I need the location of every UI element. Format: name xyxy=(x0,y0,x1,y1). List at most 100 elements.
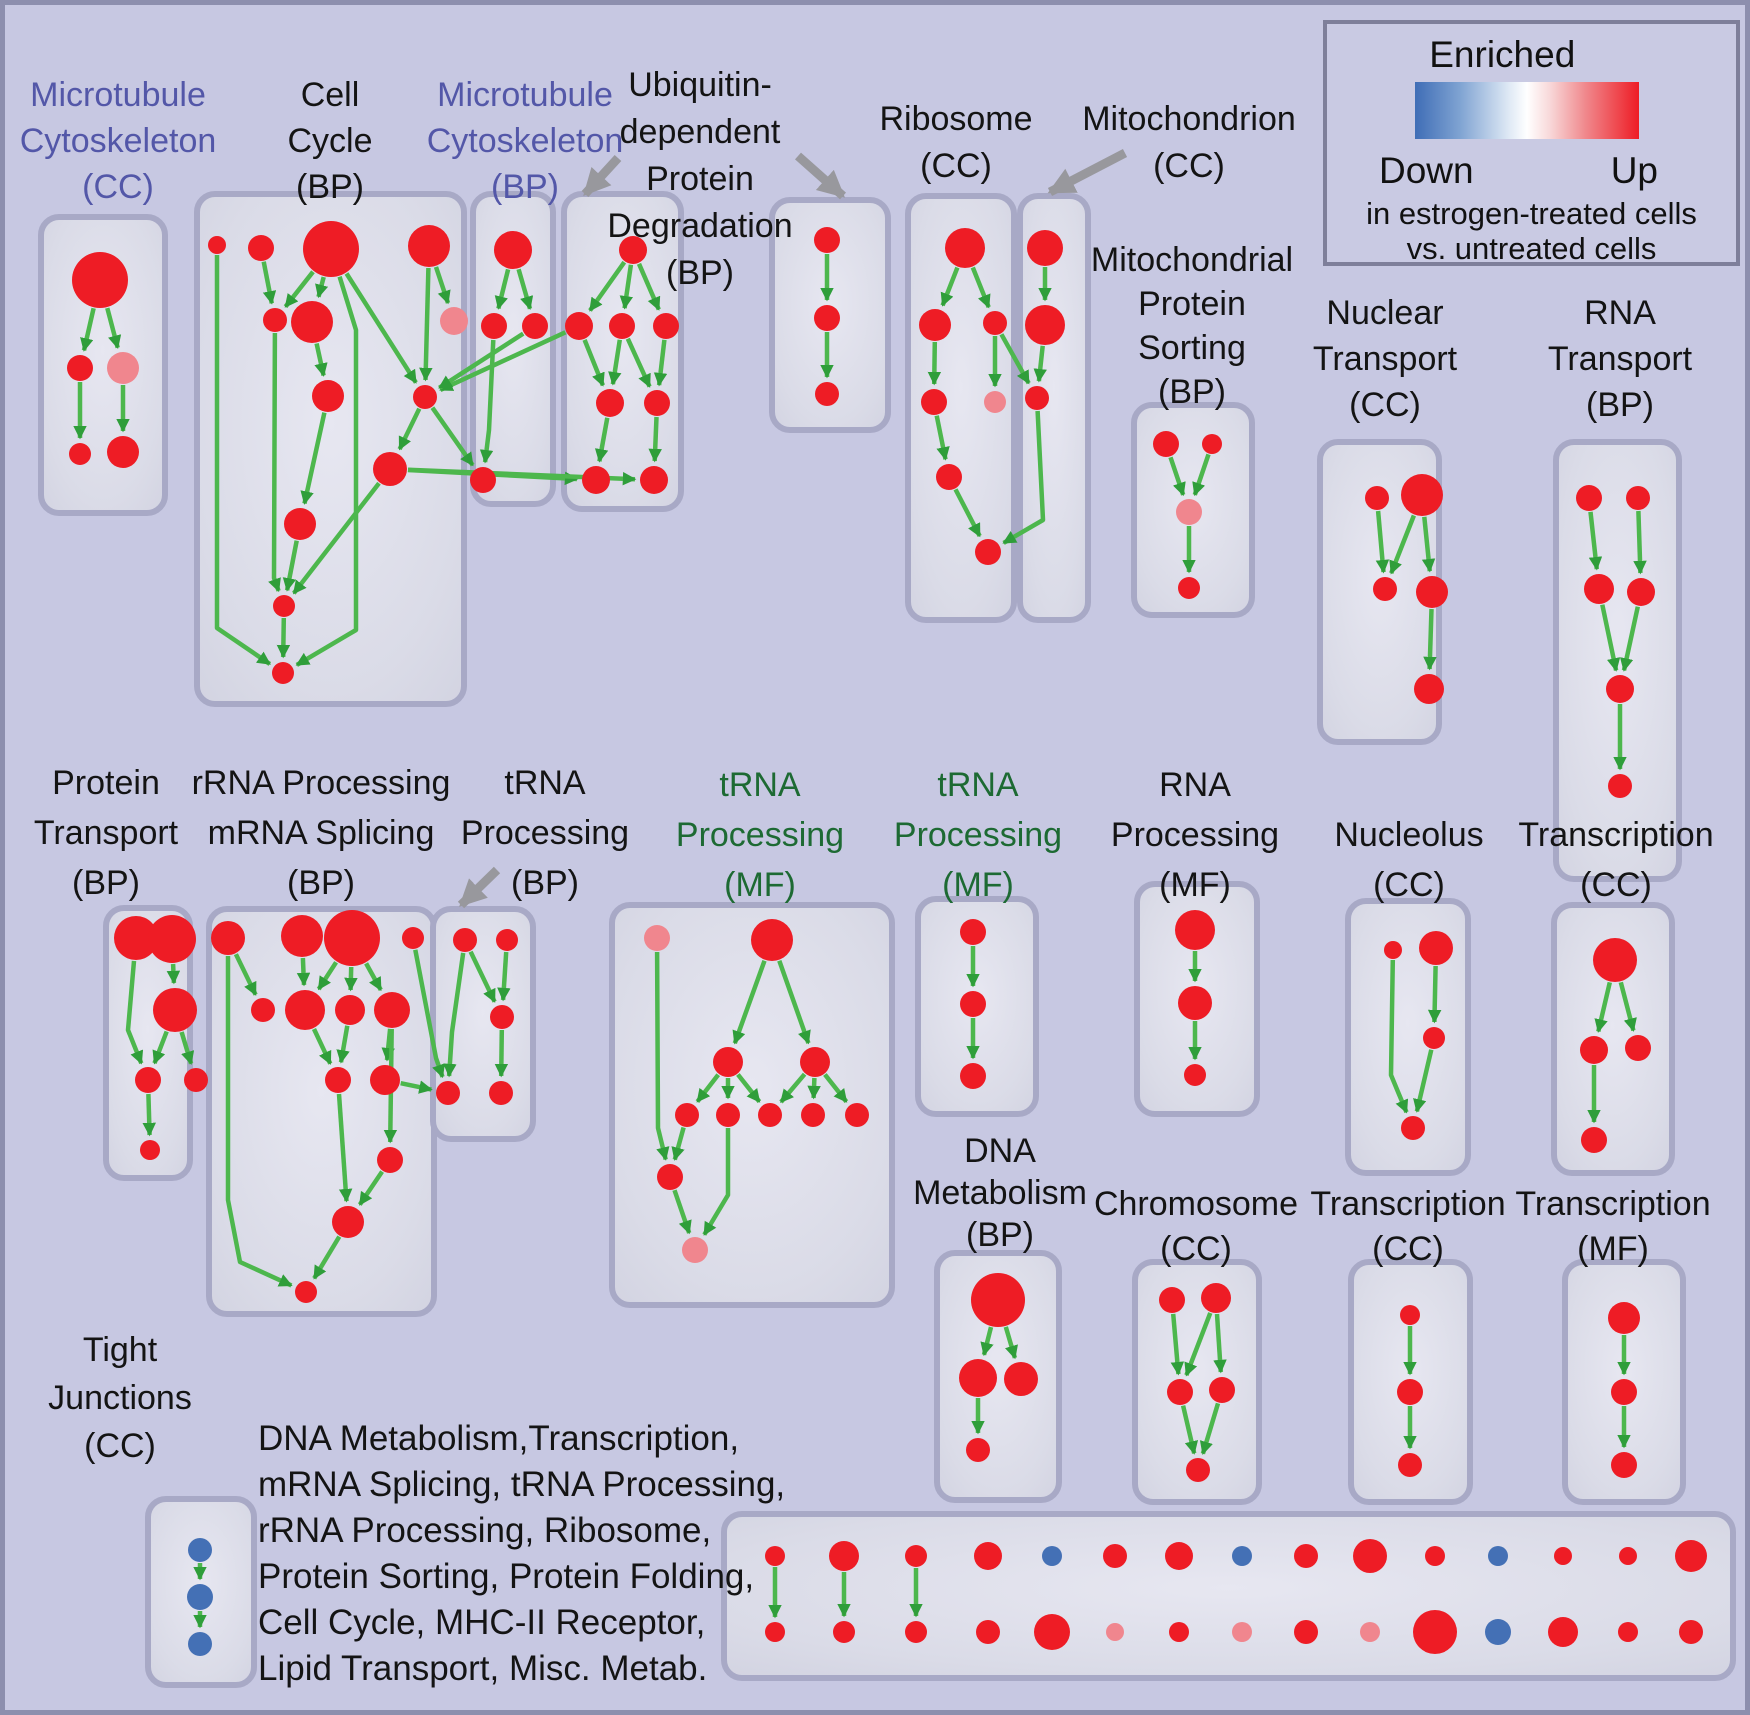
legend-box: Enriched in... Down Up in estrogen-treat… xyxy=(1323,20,1740,266)
heading-mitochondrion: Mitochondrion (CC) xyxy=(1082,100,1296,185)
heading-rna-transport: RNA Transport (BP) xyxy=(1547,294,1693,424)
node-dna-metabolism-0 xyxy=(971,1273,1025,1327)
heading-protein-transport: Protein Transport (BP) xyxy=(33,764,179,902)
edge-cell-cycle xyxy=(300,412,327,505)
node-nuclear-transport-3 xyxy=(1416,576,1448,608)
edge-trna-mf1 xyxy=(695,1073,720,1103)
edge-trna-mf1 xyxy=(779,1072,807,1104)
cluster-box-mt-bp xyxy=(470,191,556,507)
edge-cell-cycle xyxy=(261,261,277,305)
node-mt-bp-0 xyxy=(494,231,532,269)
node-rna-transport-5 xyxy=(1608,774,1632,798)
edge-rna-transport xyxy=(1633,510,1647,575)
cross-edge-mitochondrion-ribosome xyxy=(1002,410,1046,545)
edge-protein-transport xyxy=(125,960,144,1065)
node-rna-transport-2 xyxy=(1584,574,1614,604)
node-ubiq1-5 xyxy=(644,390,670,416)
edge-ubiq1 xyxy=(625,337,652,388)
node-nucleolus-2 xyxy=(1423,1027,1445,1049)
node-nuclear-transport-0 xyxy=(1365,486,1389,510)
edge-ribosome xyxy=(927,341,942,386)
node-cell-cycle-8 xyxy=(413,385,437,409)
node-shared-terms-6 xyxy=(1165,1542,1193,1570)
node-rrna-8 xyxy=(325,1067,351,1093)
node-cell-cycle-1 xyxy=(248,235,274,261)
node-mps-1 xyxy=(1202,434,1222,454)
node-nuclear-transport-1 xyxy=(1401,474,1443,516)
node-cell-cycle-9 xyxy=(373,452,407,486)
node-shared-terms-11 xyxy=(1488,1546,1508,1566)
node-cell-cycle-7 xyxy=(312,380,344,412)
node-ribosome-3 xyxy=(921,389,947,415)
edge-mt-bp xyxy=(494,268,511,310)
node-shared-terms-0 xyxy=(765,1546,785,1566)
node-rrna-5 xyxy=(285,990,325,1030)
edge-nucleolus xyxy=(1413,1049,1434,1113)
node-shared-terms-15 xyxy=(765,1622,785,1642)
node-shared-terms-25 xyxy=(1413,1610,1457,1654)
legend-subtitle-2: vs. untreated cells xyxy=(1406,231,1657,266)
edge-ribosome xyxy=(970,266,991,309)
edge-rrna xyxy=(316,961,338,991)
edge-cell-cycle xyxy=(282,540,299,592)
node-rna-transport-3 xyxy=(1627,578,1655,606)
node-trna-mf1-7 xyxy=(801,1103,825,1127)
node-trna-mf1-0 xyxy=(644,925,670,951)
node-rna-mf-1 xyxy=(1178,986,1212,1020)
node-shared-terms-20 xyxy=(1106,1623,1124,1641)
cross-edge-mt-bp-cell-cycle xyxy=(438,331,525,390)
edge-cell-cycle xyxy=(314,343,328,377)
edge-rna-transport xyxy=(1588,511,1603,571)
node-rna-mf-2 xyxy=(1184,1064,1206,1086)
node-rrna-3 xyxy=(402,927,424,949)
node-tight-junctions-1 xyxy=(187,1584,213,1610)
node-shared-terms-17 xyxy=(905,1621,927,1643)
cluster-box-mt-cc xyxy=(38,214,168,516)
edge-chromosome xyxy=(1180,1405,1199,1455)
node-protein-transport-3 xyxy=(135,1067,161,1093)
edge-rrna xyxy=(311,1028,333,1065)
annotation-arrows xyxy=(457,149,1128,909)
node-ribosome-2 xyxy=(983,311,1007,335)
edge-cell-cycle xyxy=(276,617,291,659)
edge-nuclear-transport xyxy=(1375,510,1390,574)
node-trna-mf1-4 xyxy=(675,1103,699,1127)
edge-cell-cycle xyxy=(433,266,451,305)
node-mps-0 xyxy=(1153,431,1179,457)
edge-nuclear-transport xyxy=(1423,608,1437,671)
heading-rna-mf: RNA Processing (MF) xyxy=(1110,766,1280,904)
heading-trna-mf1: tRNA Processing (MF) xyxy=(675,766,845,904)
cross-edge-ribosome-mitochondrion xyxy=(999,333,1031,385)
node-shared-terms-8 xyxy=(1294,1544,1318,1568)
node-shared-terms-29 xyxy=(1679,1620,1703,1644)
edge-rrna xyxy=(296,957,311,987)
edge-nuclear-transport xyxy=(1389,514,1416,575)
node-cell-cycle-5 xyxy=(291,301,333,343)
node-transcription-cc-mid-3 xyxy=(1581,1127,1607,1153)
node-ubiq2-1 xyxy=(814,305,840,331)
edge-rrna xyxy=(233,953,258,996)
heading-ubiquitin: Ubiquitin- dependent Protein Degradation… xyxy=(607,66,793,292)
node-rna-mf-0 xyxy=(1175,910,1215,950)
node-shared-terms-2 xyxy=(905,1545,927,1567)
gray-arrow-to-ubiquitin-box-2 xyxy=(795,152,846,200)
heading-dna-metabolism: DNA Metabolism (BP) xyxy=(913,1132,1087,1254)
edge-trna-bp xyxy=(494,1029,509,1078)
node-trna-mf1-6 xyxy=(758,1103,782,1127)
heading-tight-junctions: Tight Junctions (CC) xyxy=(48,1331,192,1465)
cross-edge-ubiq1-cell-cycle xyxy=(439,330,567,392)
node-mt-cc-4 xyxy=(107,436,139,468)
node-transcription-mf-0 xyxy=(1608,1302,1640,1334)
node-rrna-12 xyxy=(295,1281,317,1303)
node-ubiq1-7 xyxy=(640,466,668,494)
edge-cell-cycle xyxy=(292,481,381,595)
node-rrna-10 xyxy=(377,1147,403,1173)
node-shared-terms-16 xyxy=(833,1621,855,1643)
node-rna-transport-0 xyxy=(1576,485,1602,511)
edge-cell-cycle xyxy=(295,276,359,667)
node-nuclear-transport-2 xyxy=(1373,577,1397,601)
node-dna-metabolism-3 xyxy=(966,1438,990,1462)
node-tight-junctions-2 xyxy=(188,1632,212,1656)
node-trna-mf1-3 xyxy=(800,1047,830,1077)
